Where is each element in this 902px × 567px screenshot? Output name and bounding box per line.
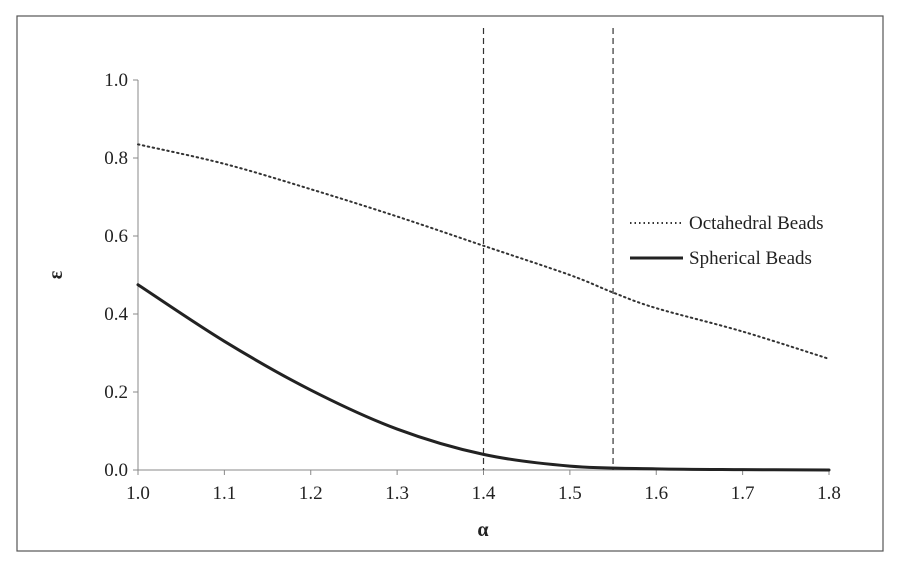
legend-label-octahedral: Octahedral Beads bbox=[689, 213, 824, 234]
x-tick-label: 1.4 bbox=[472, 483, 496, 504]
x-tick-label: 1.2 bbox=[299, 483, 323, 504]
y-axis-title: ε bbox=[45, 270, 67, 279]
x-tick-label: 1.0 bbox=[126, 483, 150, 504]
x-tick-label: 1.8 bbox=[817, 483, 841, 504]
series-layer bbox=[136, 143, 831, 472]
y-tick-label: 0.2 bbox=[104, 382, 128, 403]
legend-label-spherical: Spherical Beads bbox=[689, 248, 812, 269]
x-tick-label: 1.5 bbox=[558, 483, 582, 504]
y-tick-label: 0.0 bbox=[104, 460, 128, 481]
x-tick-label: 1.1 bbox=[213, 483, 237, 504]
y-tick-label: 0.6 bbox=[104, 226, 128, 247]
y-tick-label: 1.0 bbox=[104, 70, 128, 91]
x-axis-title: α bbox=[477, 519, 488, 541]
x-tick-label: 1.6 bbox=[644, 483, 668, 504]
y-axis-ticks: 0.0 0.2 0.4 0.6 0.8 1.0 bbox=[104, 70, 138, 481]
x-tick-label: 1.7 bbox=[731, 483, 755, 504]
x-axis-ticks: 1.0 1.1 1.2 1.3 1.4 1.5 1.6 1.7 1.8 bbox=[126, 470, 841, 504]
y-tick-label: 0.4 bbox=[104, 304, 128, 325]
y-tick-label: 0.8 bbox=[104, 148, 128, 169]
reference-lines bbox=[482, 28, 614, 470]
x-tick-label: 1.3 bbox=[385, 483, 409, 504]
series-line-spherical-beads bbox=[136, 283, 831, 472]
series-line-octahedral-beads bbox=[137, 143, 830, 360]
figure-border bbox=[16, 15, 884, 552]
legend: Octahedral Beads Spherical Beads bbox=[630, 213, 824, 269]
